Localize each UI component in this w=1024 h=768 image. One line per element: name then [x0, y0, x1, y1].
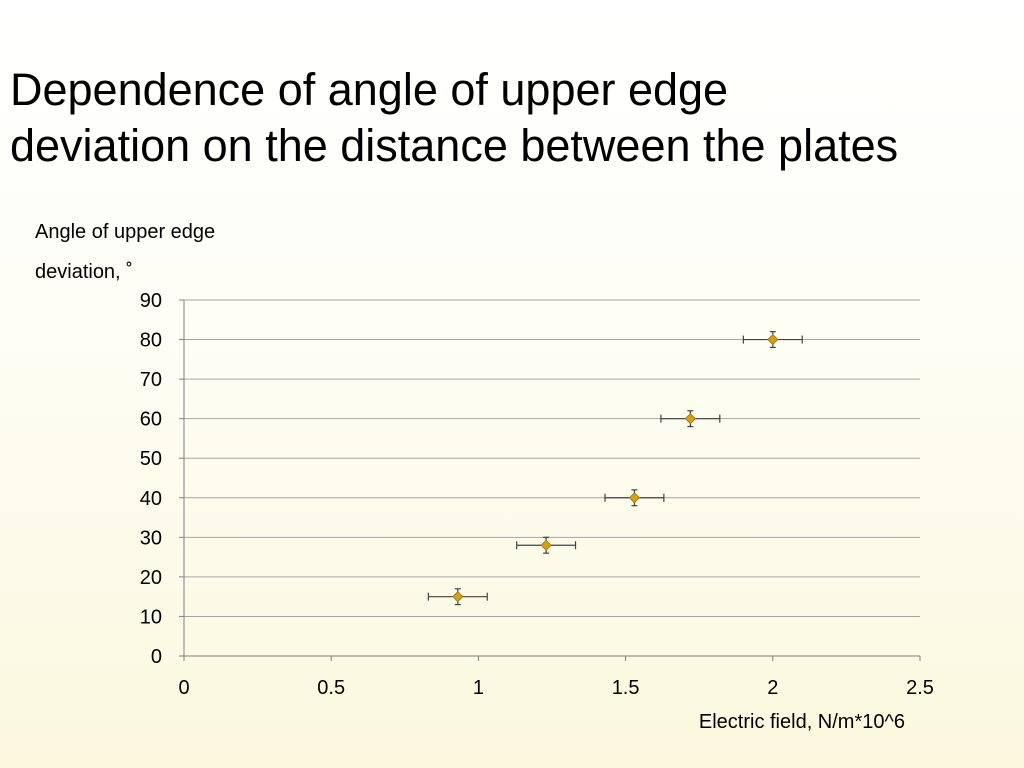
x-tick-label-0: 0 — [178, 677, 189, 699]
x-tick-label-3: 1.5 — [612, 677, 640, 699]
y-axis-label-line-1: Angle of upper edge — [35, 221, 216, 243]
x-tick-label-1: 0.5 — [317, 677, 345, 699]
grid-lines — [184, 299, 920, 617]
data-marker-4 — [767, 333, 779, 346]
x-tick-label-4: 2 — [767, 677, 778, 699]
y-axis-label: Angle of upper edge deviation, ˚ — [35, 212, 215, 292]
data-point-2 — [604, 489, 665, 507]
y-tick-label-5: 50 — [140, 448, 162, 470]
data-point-1 — [516, 536, 577, 554]
x-axis-label: Electric field, N/m*10^6 — [699, 711, 905, 733]
slide-title-line-1: Dependence of angle of upper edge — [10, 64, 729, 115]
data-point-4 — [742, 331, 803, 349]
y-tick-label-1: 10 — [140, 606, 162, 628]
y-tick-label-7: 70 — [140, 369, 162, 391]
y-tick-label-2: 20 — [140, 567, 162, 589]
data-point-0 — [427, 588, 488, 606]
slide-title: Dependence of angle of upper edge deviat… — [10, 62, 1024, 174]
slide-title-line-2: deviation on the distance between the pl… — [10, 120, 899, 171]
data-marker-3 — [684, 413, 696, 425]
y-tick-label-6: 60 — [140, 409, 162, 431]
x-tick-label-5: 2.5 — [906, 677, 934, 699]
y-tick-label-3: 30 — [140, 527, 162, 549]
y-tick-label-9: 90 — [140, 290, 162, 312]
x-tick-labels: 0 0.5 1 1.5 2 2.5 — [178, 677, 933, 699]
y-tick-label-0: 0 — [151, 646, 162, 668]
data-marker-2 — [628, 492, 640, 504]
data-marker-1 — [540, 539, 552, 551]
data-points — [427, 331, 803, 606]
axes — [179, 299, 921, 661]
x-tick-label-2: 1 — [473, 677, 484, 699]
data-point-3 — [660, 410, 721, 428]
y-tick-labels: 0 10 20 30 40 50 60 70 80 90 — [140, 290, 162, 668]
y-tick-label-8: 80 — [140, 330, 162, 352]
y-axis-label-line-2: deviation, ˚ — [35, 261, 133, 283]
y-tick-label-4: 40 — [140, 488, 162, 510]
data-marker-0 — [452, 591, 464, 603]
